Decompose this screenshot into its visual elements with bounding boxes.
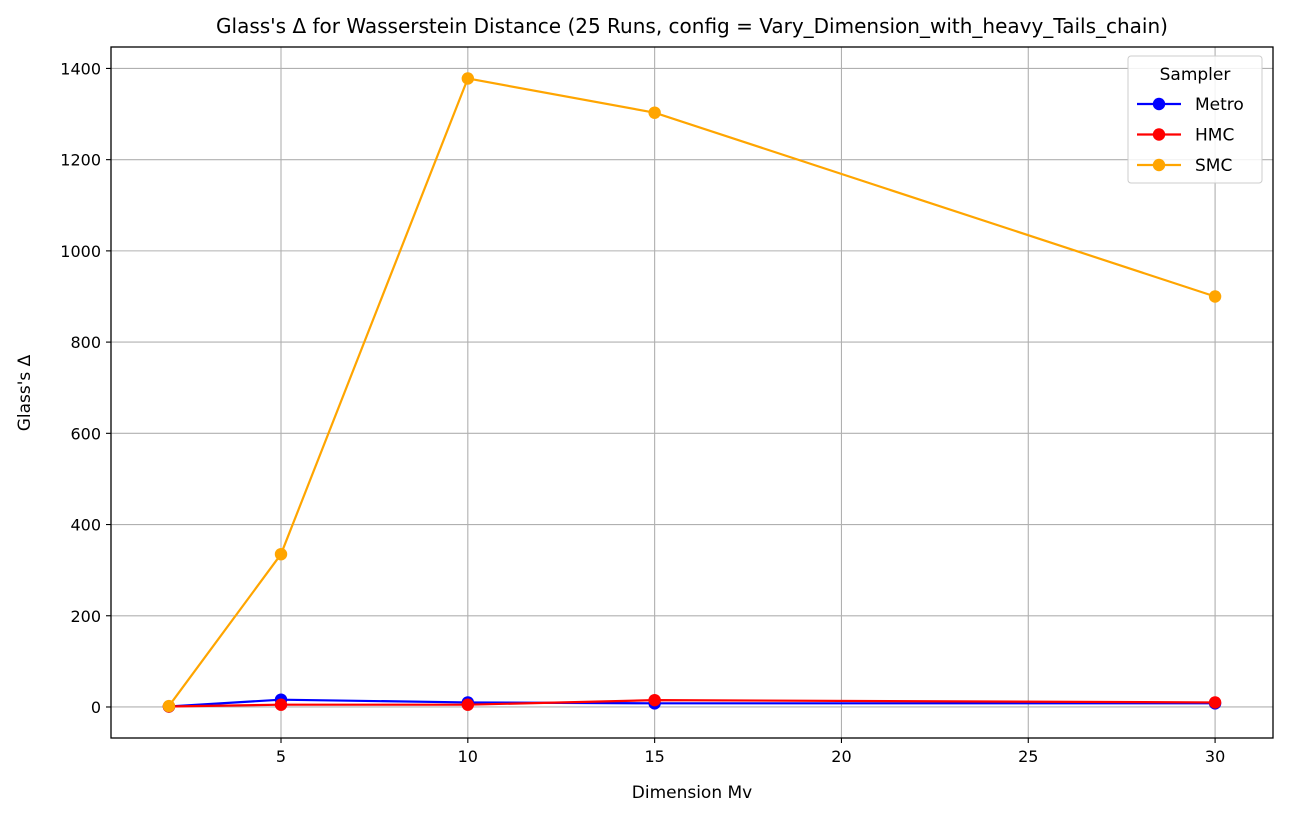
data-point-smc	[461, 72, 475, 85]
series-group	[162, 72, 1222, 713]
y-tick-label: 1200	[60, 151, 101, 170]
y-axis-label: Glass's Δ	[15, 354, 35, 431]
data-point-smc	[1208, 290, 1222, 303]
legend-marker-metro	[1152, 97, 1166, 111]
chart-title: Glass's Δ for Wasserstein Distance (25 R…	[216, 14, 1168, 38]
legend-item-smc: SMC	[1137, 156, 1232, 176]
x-tick-label: 15	[644, 747, 664, 766]
legend-marker-hmc	[1152, 128, 1166, 141]
data-point-smc	[648, 106, 661, 119]
x-axis-label: Dimension Mv	[632, 783, 753, 803]
legend-label-smc: SMC	[1195, 156, 1232, 176]
y-tick-label: 800	[70, 333, 101, 352]
x-tick-label: 20	[831, 747, 851, 766]
legend-label-metro: Metro	[1195, 95, 1244, 115]
data-point-hmc	[274, 698, 288, 711]
legend-item-hmc: HMC	[1137, 126, 1234, 146]
data-point-hmc	[648, 693, 661, 707]
y-tick-label: 200	[70, 607, 101, 626]
legend-marker-smc	[1152, 158, 1166, 172]
x-tick-label: 25	[1018, 747, 1038, 766]
y-tick-label: 1400	[60, 59, 101, 78]
y-tick-label: 0	[91, 698, 101, 717]
y-tick-label: 1000	[60, 242, 101, 261]
x-tick-label: 5	[276, 747, 286, 766]
legend-frame	[1127, 55, 1263, 184]
y-tick-label: 600	[70, 424, 101, 443]
legend-items: Metro HMC SMC	[1137, 95, 1244, 176]
legend-title: Sampler	[1160, 65, 1231, 85]
legend-item-metro: Metro	[1137, 95, 1244, 115]
plot-frame	[110, 46, 1274, 739]
x-axis: 5 10 15 20 25 30	[276, 738, 1225, 766]
series-smc	[162, 72, 1222, 713]
data-point-smc	[162, 699, 176, 713]
data-point-hmc	[461, 698, 475, 711]
legend: Sampler Metro HMC SMC	[1127, 55, 1263, 184]
data-point-smc	[274, 547, 288, 561]
y-tick-label: 400	[70, 516, 101, 535]
x-tick-label: 10	[458, 747, 478, 766]
data-point-hmc	[1208, 696, 1222, 709]
x-tick-label: 30	[1205, 747, 1225, 766]
y-axis: 0 200 400 600 800 1000 1200 1400	[60, 59, 111, 717]
legend-label-hmc: HMC	[1195, 126, 1234, 146]
